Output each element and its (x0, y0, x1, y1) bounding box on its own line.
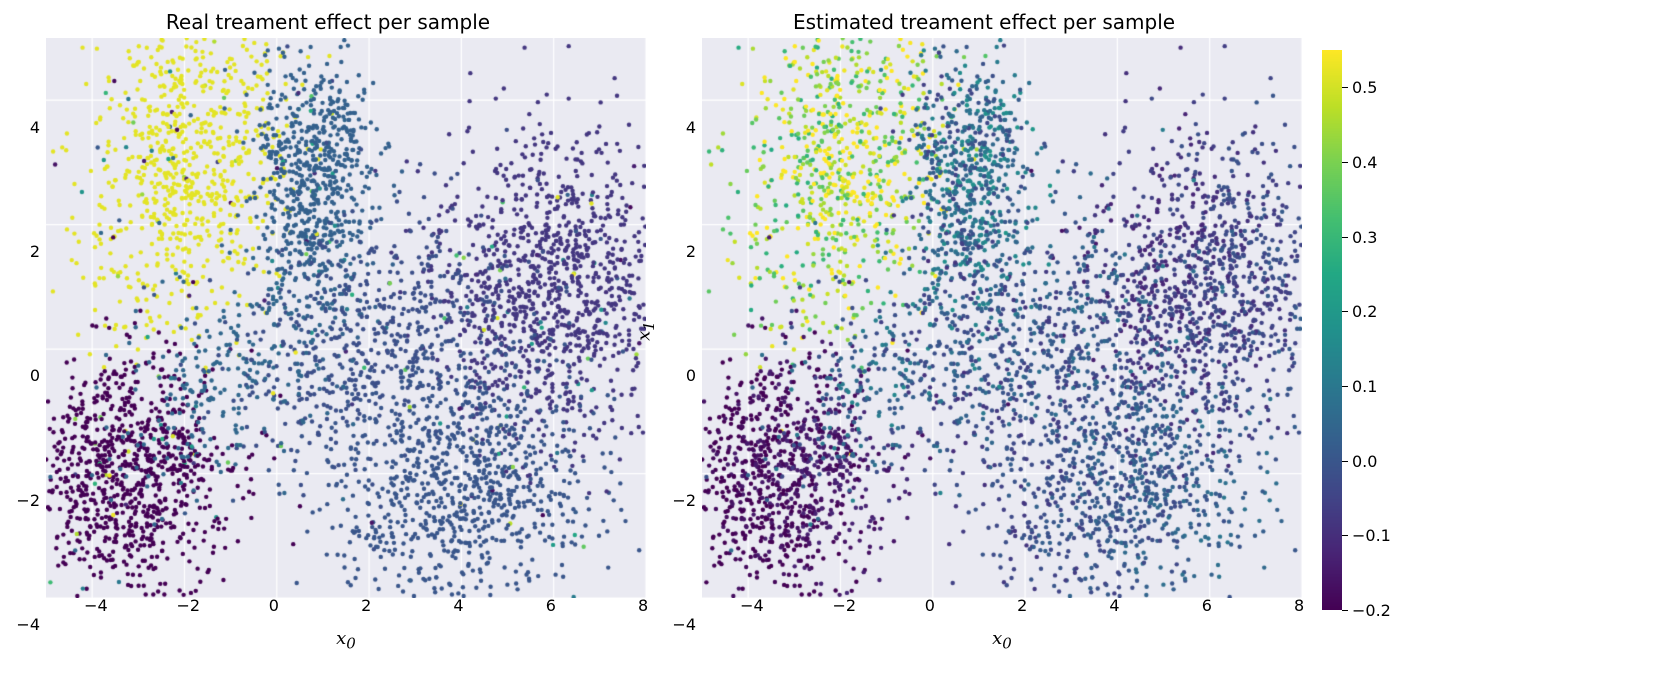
ytick: −4 (16, 617, 40, 633)
x-axis-real: −4 −2 0 2 4 6 8 (46, 598, 646, 626)
title-estimated: Estimated treament effect per sample (666, 10, 1302, 34)
subplot-estimated: Estimated treament effect per sample x1 … (666, 10, 1302, 653)
xtick: 6 (546, 598, 556, 614)
colorbar-tick: −0.2 (1342, 601, 1391, 620)
ytick: 4 (30, 120, 40, 136)
xtick: 8 (1294, 598, 1304, 614)
xlabel-estimated: x0 (702, 628, 1302, 653)
xtick: −4 (84, 598, 108, 614)
ytick: 2 (30, 244, 40, 260)
xtick: 0 (269, 598, 279, 614)
ytick: −2 (16, 493, 40, 509)
colorbar-tick: 0.1 (1342, 377, 1377, 396)
xtick: 6 (1202, 598, 1212, 614)
colorbar-gradient (1322, 50, 1342, 610)
y-axis-estimated: 420−2−4 (666, 65, 702, 625)
ytick: 2 (686, 244, 696, 260)
xtick: 4 (453, 598, 463, 614)
colorbar-tick: 0.4 (1342, 153, 1377, 172)
ytick: 0 (686, 368, 696, 384)
figure: Real treament effect per sample x1 4 2 0 −2… (10, 10, 1658, 653)
title-real: Real treament effect per sample (10, 10, 646, 34)
xtick: 4 (1109, 598, 1119, 614)
xtick: −4 (740, 598, 764, 614)
x-axis-estimated: −4 −2 0 2 4 6 8 (702, 598, 1302, 626)
plot-area-real (46, 38, 646, 598)
scatter-canvas-estimated (702, 38, 1302, 598)
colorbar-tick: 0.0 (1342, 452, 1377, 471)
colorbar-tick: 0.3 (1342, 228, 1377, 247)
colorbar-ticks: 0.50.40.30.20.10.0−0.1−0.2 (1342, 50, 1410, 610)
xtick: −2 (832, 598, 856, 614)
subplot-real: Real treament effect per sample x1 420−2… (10, 10, 646, 653)
plot-area-estimated (702, 38, 1302, 598)
colorbar-tick: 0.5 (1342, 78, 1377, 97)
y-axis-real: 420−2−4 (10, 65, 46, 625)
ytick: 4 (686, 120, 696, 136)
colorbar-tick: −0.1 (1342, 526, 1391, 545)
ylabel-estimated: x1 (634, 321, 659, 341)
ylabel-real: x1 (0, 321, 2, 341)
ytick: 0 (30, 368, 40, 384)
xtick: 8 (638, 598, 648, 614)
ytick: −4 (672, 617, 696, 633)
xtick: 2 (1017, 598, 1027, 614)
xlabel-real: x0 (46, 628, 646, 653)
colorbar: 0.50.40.30.20.10.0−0.1−0.2 (1322, 50, 1410, 610)
xtick: 2 (361, 598, 371, 614)
xtick: −2 (176, 598, 200, 614)
xtick: 0 (925, 598, 935, 614)
ytick: −2 (672, 493, 696, 509)
colorbar-tick: 0.2 (1342, 302, 1377, 321)
scatter-canvas-real (46, 38, 646, 598)
